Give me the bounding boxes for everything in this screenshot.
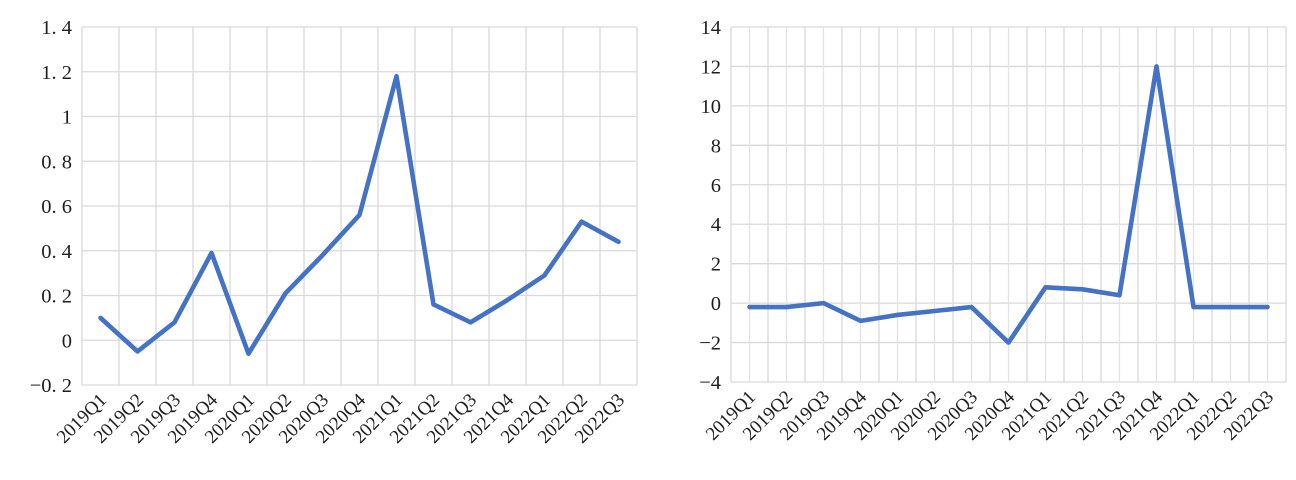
chart-left: 1. 41. 210. 80. 60. 40. 20−0. 22019Q1201… xyxy=(30,17,638,448)
y-tick-label: 0. 6 xyxy=(41,196,72,218)
y-tick-label: 12 xyxy=(701,56,722,78)
chart-right: 14121086420−2−42019Q12019Q22019Q32019Q42… xyxy=(699,17,1287,445)
y-tick-label: 10 xyxy=(701,96,722,118)
y-tick-label: 0 xyxy=(62,330,72,352)
y-tick-label: 2 xyxy=(711,254,721,276)
y-tick-label: 0 xyxy=(711,293,721,315)
y-tick-label: 1. 2 xyxy=(41,62,72,84)
y-tick-label: 1. 4 xyxy=(41,17,72,39)
y-tick-label: 1 xyxy=(62,107,72,129)
y-tick-label: −0. 2 xyxy=(30,375,72,397)
y-tick-label: −2 xyxy=(699,333,721,355)
y-tick-label: 14 xyxy=(701,17,722,39)
y-tick-label: 0. 8 xyxy=(41,151,72,173)
y-tick-label: 4 xyxy=(711,214,721,236)
series-line xyxy=(747,64,1270,345)
y-tick-label: 8 xyxy=(711,135,721,157)
y-tick-label: 0. 4 xyxy=(41,241,72,263)
y-tick-label: 0. 2 xyxy=(41,286,72,308)
series-line xyxy=(98,73,621,356)
y-tick-label: 6 xyxy=(711,175,721,197)
y-tick-label: −4 xyxy=(699,372,721,394)
